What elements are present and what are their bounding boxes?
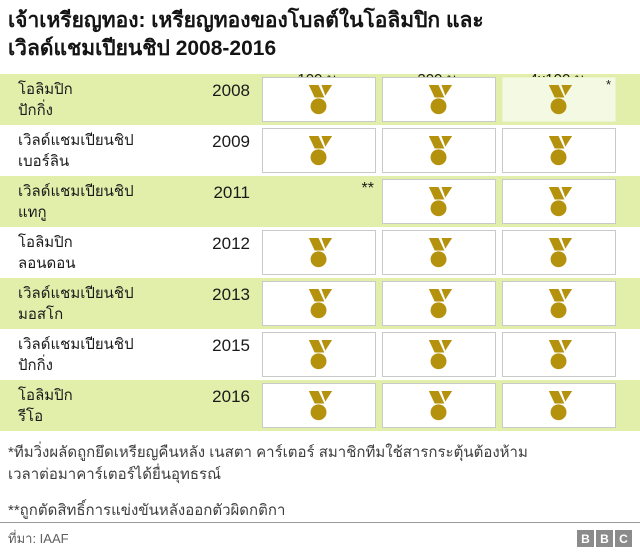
gold-medal-icon: [308, 135, 332, 166]
event-year: 2009: [212, 131, 250, 151]
gold-medal-icon: [308, 237, 332, 268]
gold-medal-icon: [308, 84, 332, 115]
event-name: เวิลด์แชมเปียนชิป: [18, 131, 134, 149]
gold-medal-icon: [548, 186, 572, 217]
gold-medal-icon: [548, 135, 572, 166]
medal-cell-200m: [382, 382, 496, 428]
event-year: 2011: [213, 182, 250, 202]
gold-medal-icon: [548, 390, 572, 421]
table-row-2011: เวิลด์แชมเปียนชิป แทกู 2011 **: [0, 175, 640, 227]
footnote-1-line-1: *ทีมวิ่งผลัดถูกยึดเหรียญคืนหลัง เนสตา คา…: [8, 443, 528, 461]
bbc-logo-letter: B: [577, 530, 594, 547]
event-city: ปักกิ่ง: [18, 356, 54, 374]
title-line-1: เจ้าเหรียญทอง: เหรียญทองของโบลต์ในโอลิมป…: [8, 9, 484, 32]
event-name: โอลิมปิก: [18, 233, 73, 251]
gold-medal-icon: [548, 84, 572, 115]
event-city: รีโอ: [18, 407, 44, 425]
source-label: ที่มา: IAAF: [8, 531, 69, 546]
medal-cell-200m: [382, 178, 496, 224]
event-label: โอลิมปิก รีโอ: [0, 380, 190, 431]
event-label: โอลิมปิก ปักกิ่ง: [0, 74, 190, 125]
gold-medal-icon: [428, 339, 452, 370]
event-city: มอสโก: [18, 305, 64, 323]
column-headers: 100 ม. 200 ม. 4x100 ม.: [0, 66, 640, 88]
event-label: เวิลด์แชมเปียนชิป เบอร์ลิน: [0, 125, 190, 176]
gold-medal-icon: [308, 390, 332, 421]
table-row-2015: เวิลด์แชมเปียนชิป ปักกิ่ง 2015: [0, 328, 640, 380]
gold-medal-icon: [428, 84, 452, 115]
gold-medal-icon: [548, 288, 572, 319]
table-row-2016: โอลิมปิก รีโอ 2016: [0, 379, 640, 431]
gold-medal-icon: [308, 288, 332, 319]
medal-cell-4x100m: [502, 382, 616, 428]
medal-cell-100m: [262, 127, 376, 173]
gold-medal-icon: [428, 237, 452, 268]
gold-medal-icon: [308, 339, 332, 370]
footnotes: *ทีมวิ่งผลัดถูกยึดเหรียญคืนหลัง เนสตา คา…: [0, 431, 640, 522]
event-name: เวิลด์แชมเปียนชิป: [18, 182, 134, 200]
event-label: เวิลด์แชมเปียนชิป มอสโก: [0, 278, 190, 329]
medal-table: โอลิมปิก ปักกิ่ง 2008 * เวิลด์แชมเปียนชิ…: [0, 73, 640, 431]
gold-medal-icon: [428, 135, 452, 166]
medal-cell-100m-disqualified: **: [361, 179, 374, 197]
event-city: เบอร์ลิน: [18, 152, 70, 170]
footnote-marker: *: [605, 76, 611, 92]
table-row-2009: เวิลด์แชมเปียนชิป เบอร์ลิน 2009: [0, 124, 640, 176]
event-year: 2016: [212, 386, 250, 406]
event-label: เวิลด์แชมเปียนชิป แทกู: [0, 176, 190, 227]
bbc-logo: B B C: [577, 530, 632, 547]
event-name: โอลิมปิก: [18, 80, 73, 98]
medal-cell-200m: [382, 331, 496, 377]
medal-cell-4x100m-stripped: *: [502, 76, 616, 122]
event-year: 2015: [212, 335, 250, 355]
medal-cell-100m: [262, 382, 376, 428]
medal-cell-200m: [382, 76, 496, 122]
medal-cell-4x100m: [502, 331, 616, 377]
event-city: ลอนดอน: [18, 254, 76, 272]
event-city: ปักกิ่ง: [18, 101, 54, 119]
medal-cell-4x100m: [502, 127, 616, 173]
gold-medal-icon: [548, 237, 572, 268]
header: เจ้าเหรียญทอง: เหรียญทองของโบลต์ในโอลิมป…: [0, 0, 640, 66]
table-row-2012: โอลิมปิก ลอนดอน 2012: [0, 226, 640, 278]
medal-cell-100m: [262, 331, 376, 377]
event-year: 2012: [212, 233, 250, 253]
source-bar: ที่มา: IAAF B B C: [0, 522, 640, 553]
event-name: โอลิมปิก: [18, 386, 73, 404]
footnote-1-line-2: เวลาต่อมาคาร์เตอร์ได้ยื่นอุทธรณ์: [8, 465, 222, 483]
event-city: แทกู: [18, 203, 47, 221]
event-year: 2008: [212, 80, 250, 100]
medal-cell-200m: [382, 127, 496, 173]
event-name: เวิลด์แชมเปียนชิป: [18, 335, 134, 353]
footnote-relay-stripped: *ทีมวิ่งผลัดถูกยึดเหรียญคืนหลัง เนสตา คา…: [8, 442, 626, 486]
gold-medal-icon: [428, 288, 452, 319]
medal-cell-4x100m: [502, 229, 616, 275]
bbc-logo-letter: C: [615, 530, 632, 547]
event-label: เวิลด์แชมเปียนชิป ปักกิ่ง: [0, 329, 190, 380]
table-row-2008: โอลิมปิก ปักกิ่ง 2008 *: [0, 73, 640, 125]
medal-cell-4x100m: [502, 178, 616, 224]
medal-cell-100m: [262, 229, 376, 275]
bbc-logo-letter: B: [596, 530, 613, 547]
gold-medal-icon: [548, 339, 572, 370]
gold-medal-icon: [428, 186, 452, 217]
event-label: โอลิมปิก ลอนดอน: [0, 227, 190, 278]
gold-medal-icon: [428, 390, 452, 421]
event-year: 2013: [212, 284, 250, 304]
medal-cell-200m: [382, 280, 496, 326]
medal-cell-4x100m: [502, 280, 616, 326]
event-name: เวิลด์แชมเปียนชิป: [18, 284, 134, 302]
medal-cell-100m: [262, 76, 376, 122]
medal-cell-100m: [262, 280, 376, 326]
title-line-2: เวิลด์แชมเปียนชิป 2008-2016: [8, 36, 277, 60]
medal-cell-200m: [382, 229, 496, 275]
page-title: เจ้าเหรียญทอง: เหรียญทองของโบลต์ในโอลิมป…: [8, 7, 628, 62]
table-row-2013: เวิลด์แชมเปียนชิป มอสโก 2013: [0, 277, 640, 329]
footnote-false-start: **ถูกตัดสิทธิ์การแข่งขันหลังออกตัวผิดกติ…: [8, 502, 286, 520]
